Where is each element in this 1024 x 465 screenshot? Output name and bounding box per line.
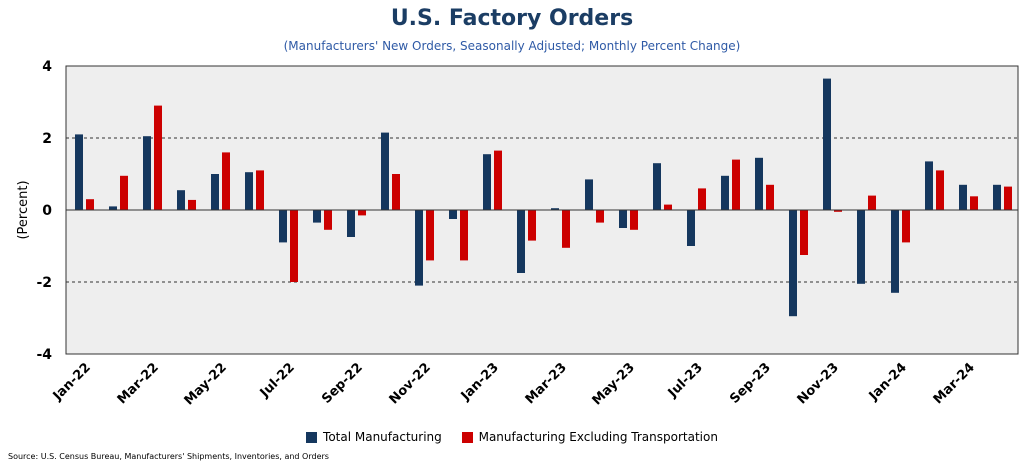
- x-tick-label: May-22: [182, 360, 230, 408]
- x-tick-label: Jan-23: [458, 360, 502, 404]
- x-tick-label: Mar-23: [523, 360, 570, 407]
- bar-total-manufacturing: [245, 172, 253, 210]
- legend-item-total: Total Manufacturing: [306, 430, 442, 444]
- bar-total-manufacturing: [415, 210, 423, 286]
- x-tick-label: Nov-22: [387, 360, 434, 407]
- bar-total-manufacturing: [551, 208, 559, 210]
- bar-total-manufacturing: [585, 179, 593, 210]
- x-axis-ticks: Jan-22 Mar-22 May-22 Jul-22 Sep-22 Nov-22 Jan-…: [50, 360, 978, 408]
- x-tick-label: Jul-23: [665, 360, 706, 401]
- bar-total-manufacturing: [177, 190, 185, 210]
- legend-label-ex-transport: Manufacturing Excluding Transportation: [478, 430, 718, 444]
- bar-ex-transportation: [256, 170, 264, 210]
- bar-total-manufacturing: [925, 161, 933, 210]
- bar-ex-transportation: [766, 184, 774, 210]
- y-tick-label: -4: [36, 347, 52, 363]
- bar-ex-transportation: [324, 210, 332, 230]
- bar-ex-transportation: [426, 210, 434, 261]
- bar-total-manufacturing: [109, 206, 117, 210]
- x-tick-label: Mar-24: [931, 360, 978, 407]
- bar-total-manufacturing: [381, 132, 389, 210]
- bar-ex-transportation: [596, 210, 604, 223]
- bar-total-manufacturing: [653, 163, 661, 210]
- x-tick-label: Sep-22: [319, 360, 366, 407]
- bar-total-manufacturing: [449, 210, 457, 219]
- bar-total-manufacturing: [789, 210, 797, 317]
- bar-total-manufacturing: [823, 78, 831, 210]
- bar-total-manufacturing: [483, 154, 491, 210]
- bar-ex-transportation: [698, 188, 706, 210]
- bar-ex-transportation: [630, 210, 638, 230]
- bar-ex-transportation: [528, 210, 536, 241]
- legend-swatch-ex-transport: [461, 431, 473, 443]
- bar-ex-transportation: [902, 210, 910, 243]
- bar-ex-transportation: [86, 199, 94, 210]
- bar-total-manufacturing: [279, 210, 287, 243]
- bar-total-manufacturing: [755, 157, 763, 210]
- bar-ex-transportation: [936, 170, 944, 210]
- bar-total-manufacturing: [347, 210, 355, 237]
- bar-ex-transportation: [358, 210, 366, 216]
- chart-title: U.S. Factory Orders: [390, 6, 634, 31]
- y-tick-label: -2: [36, 275, 52, 291]
- bar-ex-transportation: [188, 199, 196, 210]
- bar-total-manufacturing: [517, 210, 525, 273]
- bar-total-manufacturing: [211, 174, 219, 210]
- bar-total-manufacturing: [721, 175, 729, 210]
- bar-total-manufacturing: [959, 184, 967, 210]
- bar-total-manufacturing: [313, 210, 321, 223]
- x-tick-label: Sep-23: [727, 360, 774, 407]
- bar-ex-transportation: [494, 150, 502, 210]
- x-tick-label: Nov-23: [795, 360, 842, 407]
- bar-ex-transportation: [1004, 186, 1012, 210]
- x-tick-label: Jul-22: [257, 360, 298, 401]
- bar-total-manufacturing: [993, 184, 1001, 210]
- y-tick-label: 4: [42, 59, 52, 75]
- bar-ex-transportation: [868, 195, 876, 210]
- source-note: Source: U.S. Census Bureau, Manufacturer…: [8, 452, 329, 461]
- bar-ex-transportation: [834, 210, 842, 212]
- bar-ex-transportation: [732, 159, 740, 210]
- bar-ex-transportation: [154, 105, 162, 210]
- bar-ex-transportation: [120, 175, 128, 210]
- bar-ex-transportation: [460, 210, 468, 261]
- bar-ex-transportation: [222, 152, 230, 210]
- bar-total-manufacturing: [857, 210, 865, 284]
- bars: [75, 78, 1012, 317]
- bar-total-manufacturing: [143, 136, 151, 210]
- legend-item-ex-transport: Manufacturing Excluding Transportation: [461, 430, 718, 444]
- legend: Total Manufacturing Manufacturing Exclud…: [0, 430, 1024, 446]
- bar-ex-transportation: [664, 204, 672, 210]
- y-tick-label: 0: [42, 203, 52, 219]
- x-tick-label: Jan-24: [866, 360, 910, 404]
- y-axis-label: (Percent): [16, 180, 31, 239]
- x-tick-label: Mar-22: [115, 360, 162, 407]
- x-tick-label: Jan-22: [50, 360, 94, 404]
- bar-ex-transportation: [800, 210, 808, 255]
- bar-total-manufacturing: [891, 210, 899, 293]
- y-axis-ticks: 4 2 0 -2 -4: [36, 59, 52, 363]
- legend-swatch-total: [306, 431, 318, 443]
- bar-ex-transportation: [290, 210, 298, 282]
- y-tick-label: 2: [42, 131, 52, 147]
- x-tick-label: May-23: [590, 360, 638, 408]
- bar-total-manufacturing: [75, 134, 83, 210]
- chart-subtitle: (Manufacturers' New Orders, Seasonally A…: [283, 39, 741, 53]
- bar-total-manufacturing: [687, 210, 695, 246]
- bar-ex-transportation: [392, 174, 400, 210]
- bar-ex-transportation: [562, 210, 570, 248]
- legend-label-total: Total Manufacturing: [323, 430, 442, 444]
- bar-total-manufacturing: [619, 210, 627, 228]
- bar-ex-transportation: [970, 196, 978, 210]
